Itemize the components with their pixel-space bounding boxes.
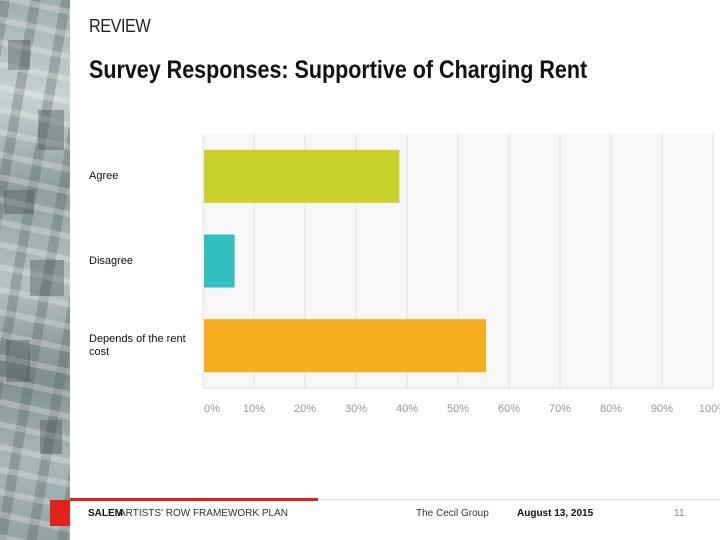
- footer-plan-name: ARTISTS' ROW FRAMEWORK PLAN: [119, 508, 288, 519]
- x-tick-label: 70%: [549, 403, 571, 415]
- category-label: Depends of the rent cost: [89, 332, 186, 358]
- footer-date: August 13, 2015: [517, 508, 594, 519]
- bar-depends-of-the-rent-cost: [204, 319, 487, 373]
- x-tick-label: 0%: [204, 403, 220, 415]
- x-tick-label: 40%: [396, 403, 418, 415]
- bar-agree: [204, 149, 400, 203]
- x-tick-label: 60%: [498, 403, 520, 415]
- page-number: 11: [674, 508, 685, 519]
- footer-organization: The Cecil Group: [416, 508, 489, 519]
- x-tick-label: 10%: [243, 403, 265, 415]
- bars: [204, 149, 487, 373]
- footer-gray-line: [318, 499, 720, 500]
- x-tick-label: 50%: [447, 403, 469, 415]
- x-tick-label: 90%: [651, 403, 673, 415]
- x-tick-label: 20%: [294, 403, 316, 415]
- page-title: Survey Responses: Supportive of Charging…: [89, 56, 588, 84]
- x-tick-label: 80%: [600, 403, 622, 415]
- category-label: Disagree: [89, 254, 134, 267]
- bar-disagree: [204, 234, 235, 288]
- footer-red-square: [50, 500, 70, 526]
- x-tick-label: 100%: [699, 403, 720, 415]
- x-tick-label: 30%: [345, 403, 367, 415]
- footer-red-line: [70, 498, 318, 501]
- category-label: Agree: [89, 169, 119, 182]
- x-axis-ticks: 0% 10% 20% 30% 40% 50% 60% 70% 80% 90% 100%: [204, 403, 720, 415]
- section-label: REVIEW: [89, 16, 151, 36]
- aerial-photo-strip: [0, 0, 70, 540]
- footer-brand: SALEM: [88, 508, 123, 519]
